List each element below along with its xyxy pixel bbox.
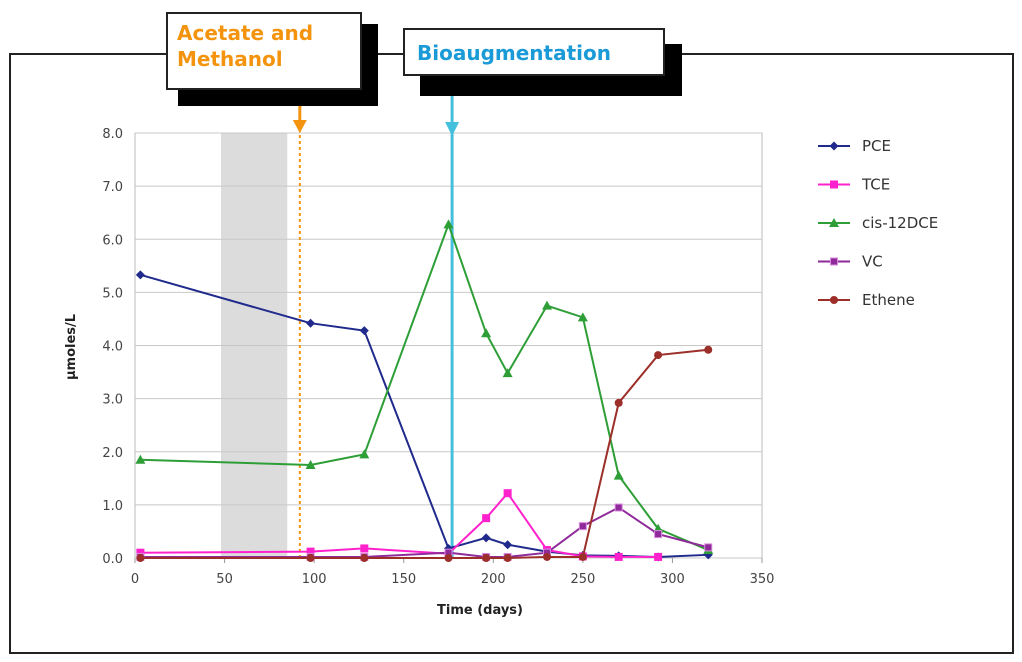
data-point-ethene <box>654 351 663 360</box>
data-point-vc <box>654 530 663 539</box>
data-point-ethene <box>136 554 145 562</box>
y-tick-label: 6.0 <box>102 233 123 248</box>
data-point-ethene <box>482 554 491 562</box>
legend-marker-ethene <box>830 296 838 304</box>
data-point-cis-12dce <box>613 470 624 480</box>
legend-label-tce: TCE <box>861 176 890 194</box>
data-point-cis-12dce <box>305 460 316 470</box>
x-tick-label: 350 <box>750 572 775 587</box>
data-point-pce <box>481 533 491 543</box>
data-point-cis-12dce <box>359 449 370 459</box>
data-point-ethene <box>543 552 552 561</box>
data-point-cis-12dce <box>443 219 454 229</box>
y-tick-label: 3.0 <box>102 393 123 408</box>
legend-marker-pce <box>829 141 839 151</box>
legend-marker-tce <box>830 180 838 189</box>
series-line-tce <box>140 491 659 558</box>
legend-marker-vc <box>830 257 838 266</box>
data-point-cis-12dce <box>481 328 492 338</box>
bioaugmentation-arrow-head <box>445 122 460 136</box>
legend-marker-cis-12dce <box>829 218 839 227</box>
acetate-arrow-head <box>292 120 307 133</box>
data-point-ethene <box>704 345 713 354</box>
x-tick-label: 250 <box>570 572 595 587</box>
x-tick-label: 100 <box>302 572 327 587</box>
y-tick-label: 2.0 <box>102 446 123 461</box>
data-point-tce <box>360 544 369 553</box>
bioaugmentation-callout: Bioaugmentation <box>403 28 665 76</box>
data-point-ethene <box>444 554 453 562</box>
data-point-ethene <box>614 398 623 407</box>
data-point-ethene <box>360 554 369 562</box>
data-point-ethene <box>503 554 512 562</box>
x-axis-title: Time (days) <box>437 603 523 618</box>
x-tick-label: 150 <box>391 572 416 587</box>
data-point-tce <box>482 514 491 523</box>
data-point-vc <box>614 503 623 512</box>
x-tick-label: 50 <box>216 572 233 587</box>
y-tick-label: 1.0 <box>102 499 123 514</box>
data-point-tce <box>136 548 145 557</box>
x-tick-label: 0 <box>131 572 139 587</box>
y-tick-label: 7.0 <box>102 180 123 195</box>
data-point-pce <box>359 326 369 336</box>
data-point-cis-12dce <box>577 312 588 322</box>
data-point-cis-12dce <box>135 454 146 464</box>
data-point-ethene <box>578 552 587 561</box>
data-point-pce <box>503 540 513 550</box>
bioaugmentation-callout-text: Bioaugmentation <box>417 41 611 65</box>
data-point-pce <box>135 270 145 280</box>
acetate-callout-line1: Acetate and <box>177 21 314 45</box>
data-point-cis-12dce <box>502 368 513 378</box>
legend-label-ethene: Ethene <box>862 291 915 309</box>
y-axis-title: µmoles/L <box>64 314 79 380</box>
legend-label-pce: PCE <box>862 137 891 155</box>
acetate-callout-line2: Methanol <box>177 47 283 71</box>
data-point-tce <box>306 547 315 556</box>
data-point-pce <box>306 318 316 328</box>
data-point-vc <box>578 522 587 531</box>
y-tick-label: 8.0 <box>102 127 123 142</box>
y-tick-label: 4.0 <box>102 340 123 355</box>
legend-label-cis-12dce: cis-12DCE <box>862 214 938 232</box>
legend-label-vc: VC <box>862 253 883 271</box>
data-point-tce <box>614 552 623 561</box>
data-point-tce <box>503 489 512 498</box>
x-tick-label: 300 <box>660 572 685 587</box>
data-point-cis-12dce <box>542 300 553 310</box>
x-tick-label: 200 <box>481 572 506 587</box>
data-point-ethene <box>306 554 315 562</box>
y-tick-label: 5.0 <box>102 286 123 301</box>
acetate-methanol-callout: Acetate and Methanol <box>166 12 362 90</box>
y-tick-label: 0.0 <box>102 552 123 567</box>
data-point-vc <box>704 543 713 552</box>
data-point-tce <box>654 552 663 561</box>
